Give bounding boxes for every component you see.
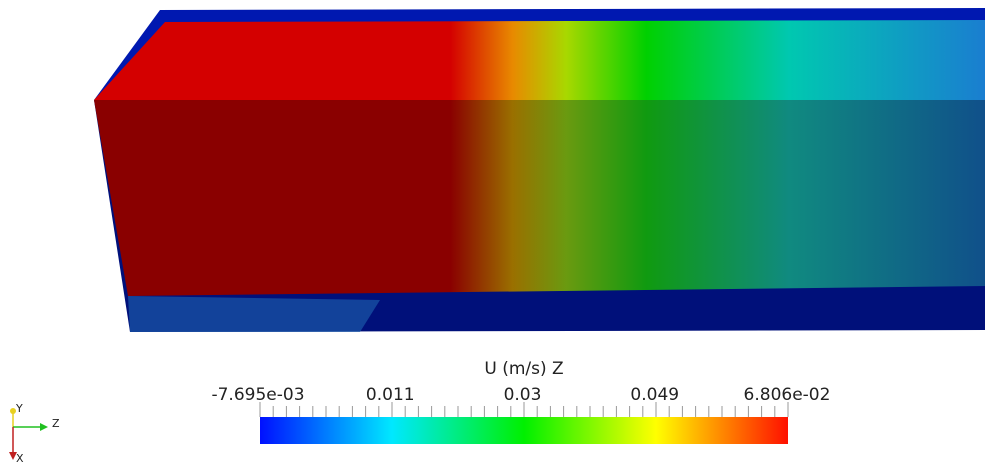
axis-label: X [16, 452, 24, 465]
colorbar-label: 0.049 [630, 385, 679, 405]
top-face-field [94, 20, 985, 100]
colorbar-label: 0.03 [504, 385, 542, 405]
colorbar-label: 0.011 [366, 385, 415, 405]
colorbar-label: -7.695e-03 [211, 385, 304, 405]
colorbar-title: U (m/s) Z [484, 359, 563, 379]
axis-label: Z [52, 417, 60, 430]
axis-label: Y [15, 402, 23, 415]
front-face-field [94, 100, 985, 296]
front-face-corner [128, 296, 380, 332]
colorbar-label: 6.806e-02 [744, 385, 831, 405]
orientation-axes: Y Z X [9, 402, 60, 465]
colorbar [260, 417, 788, 444]
